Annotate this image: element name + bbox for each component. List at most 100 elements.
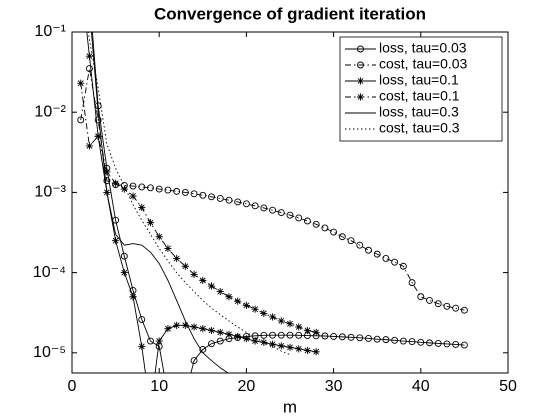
x-tick-label: 20 bbox=[238, 378, 256, 395]
point bbox=[129, 192, 137, 200]
point bbox=[434, 300, 442, 308]
point bbox=[312, 348, 320, 356]
point bbox=[338, 233, 346, 241]
series-line bbox=[91, 32, 229, 373]
point bbox=[268, 313, 277, 321]
point bbox=[234, 297, 242, 305]
point bbox=[286, 331, 294, 339]
point bbox=[155, 185, 163, 193]
series-line bbox=[87, 32, 291, 356]
point bbox=[399, 337, 407, 345]
point bbox=[138, 203, 146, 212]
point bbox=[112, 179, 120, 187]
point bbox=[452, 304, 460, 312]
point bbox=[382, 255, 390, 262]
plot-frame bbox=[71, 31, 509, 374]
point bbox=[286, 320, 294, 328]
point bbox=[356, 334, 364, 342]
plot-area bbox=[77, 32, 468, 373]
point bbox=[155, 337, 163, 345]
point bbox=[356, 241, 364, 249]
point bbox=[295, 323, 303, 331]
point bbox=[426, 296, 433, 304]
series-line bbox=[91, 32, 465, 373]
point bbox=[312, 220, 320, 228]
point bbox=[173, 321, 181, 329]
point bbox=[103, 177, 111, 185]
point bbox=[303, 217, 311, 225]
point bbox=[216, 195, 224, 202]
point bbox=[417, 293, 425, 301]
legend-label: loss, tau=0.1 bbox=[379, 72, 459, 88]
point bbox=[120, 185, 128, 193]
point bbox=[443, 302, 451, 310]
point bbox=[120, 252, 128, 260]
point bbox=[190, 357, 198, 365]
point bbox=[408, 338, 416, 346]
point bbox=[129, 293, 137, 301]
point bbox=[181, 321, 189, 329]
point bbox=[242, 301, 250, 309]
legend-marker bbox=[357, 45, 364, 53]
point bbox=[260, 338, 268, 346]
point bbox=[181, 188, 189, 196]
point bbox=[85, 65, 93, 73]
point bbox=[85, 142, 94, 150]
point bbox=[164, 186, 172, 194]
point bbox=[434, 339, 442, 347]
point bbox=[147, 184, 154, 192]
point bbox=[269, 331, 277, 339]
point bbox=[190, 190, 198, 198]
point bbox=[225, 330, 233, 338]
legend-label: loss, tau=0.3 bbox=[379, 104, 459, 120]
point bbox=[85, 52, 94, 60]
point bbox=[365, 335, 372, 342]
point bbox=[268, 340, 277, 348]
point bbox=[330, 332, 338, 340]
point bbox=[234, 198, 242, 206]
x-tick-label: 10 bbox=[150, 378, 168, 395]
point bbox=[138, 342, 146, 351]
point bbox=[277, 209, 285, 217]
legend-marker bbox=[356, 93, 365, 101]
point bbox=[208, 340, 215, 348]
y-tick-label: 10⁻² bbox=[34, 103, 66, 120]
point bbox=[234, 332, 242, 341]
point bbox=[251, 337, 259, 345]
x-tick-label: 0 bbox=[68, 378, 77, 395]
point bbox=[277, 342, 285, 350]
point bbox=[207, 326, 216, 335]
point bbox=[173, 187, 181, 195]
point bbox=[443, 340, 451, 348]
point bbox=[112, 237, 120, 245]
y-tick-label: 10⁻³ bbox=[34, 184, 66, 201]
point bbox=[94, 132, 102, 140]
legend-label: cost, tau=0.1 bbox=[379, 88, 460, 104]
x-axis-label: m bbox=[283, 397, 297, 416]
x-tick-label: 50 bbox=[499, 378, 517, 395]
point bbox=[382, 336, 390, 344]
point bbox=[303, 346, 312, 355]
point bbox=[295, 331, 303, 339]
point bbox=[286, 343, 294, 351]
point bbox=[138, 316, 146, 323]
x-tick-label: 40 bbox=[412, 378, 430, 395]
point bbox=[77, 79, 85, 87]
point bbox=[190, 323, 198, 331]
point bbox=[391, 336, 399, 344]
point bbox=[251, 305, 259, 313]
point bbox=[347, 333, 355, 341]
point bbox=[242, 335, 250, 343]
point bbox=[129, 182, 137, 190]
legend-marker bbox=[357, 61, 364, 69]
point bbox=[146, 219, 155, 227]
point bbox=[460, 306, 468, 314]
point bbox=[225, 293, 233, 301]
point bbox=[120, 269, 128, 277]
point bbox=[208, 193, 215, 201]
point bbox=[77, 116, 85, 124]
series-line bbox=[80, 83, 317, 333]
point bbox=[321, 332, 329, 340]
point bbox=[260, 309, 268, 317]
point bbox=[260, 331, 268, 339]
